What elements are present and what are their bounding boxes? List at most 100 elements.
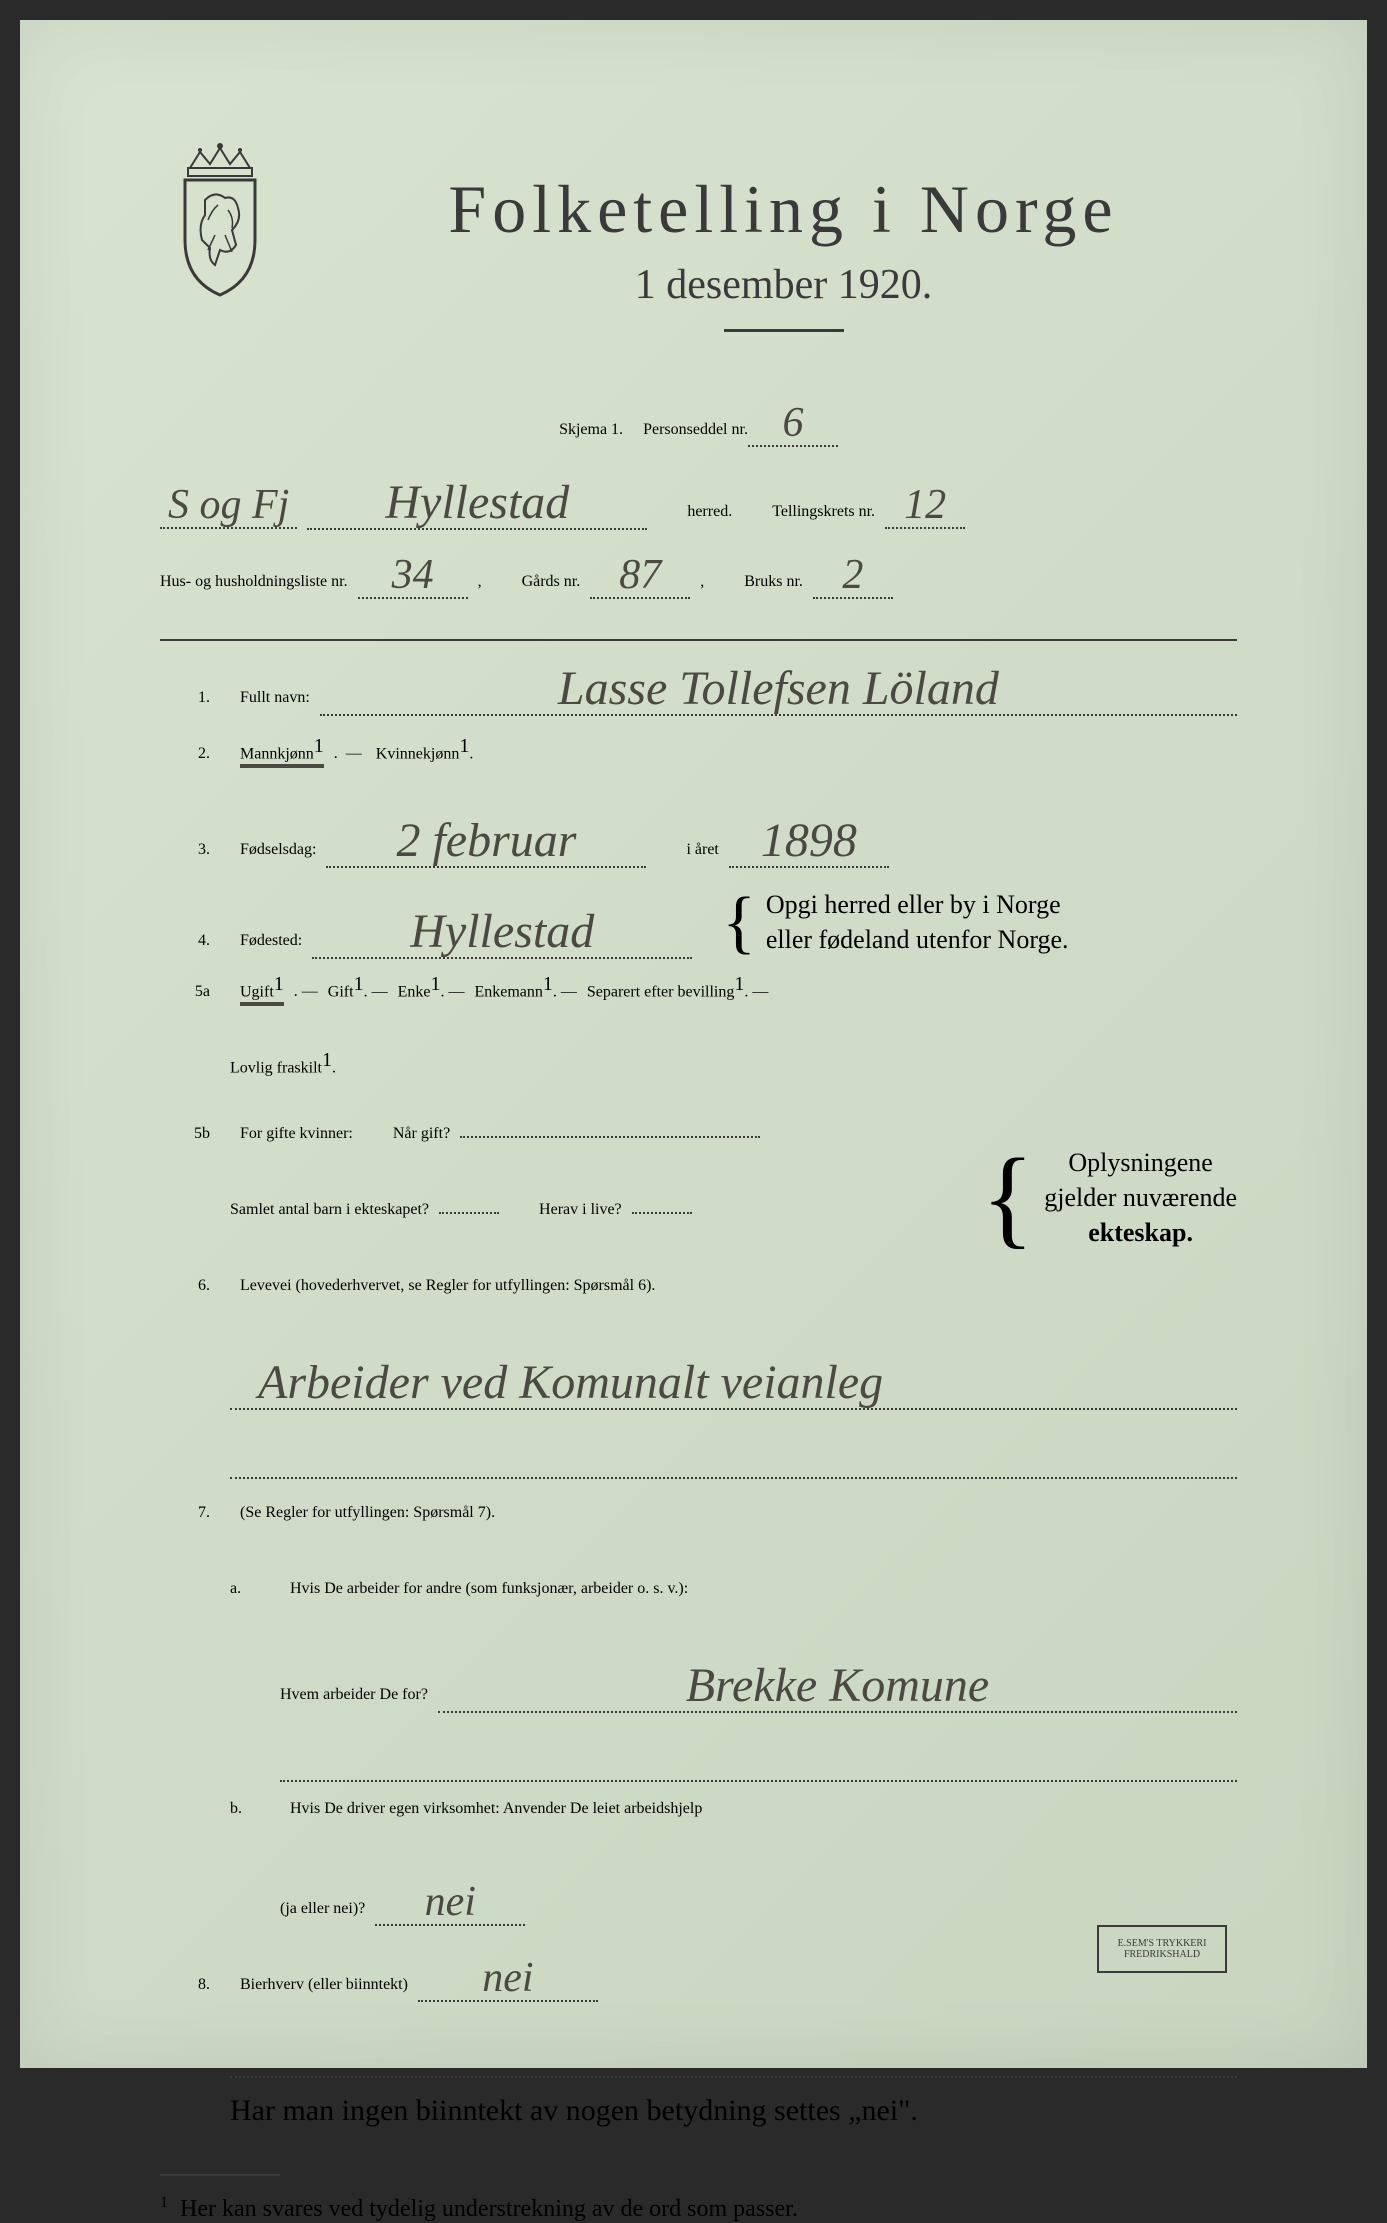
q7b-row2: (ja eller nei)? nei	[160, 1876, 1237, 1938]
gards-label: Gårds nr.	[522, 573, 581, 591]
q3-num: 3.	[160, 841, 230, 859]
husliste-label: Hus- og husholdningsliste nr.	[160, 573, 348, 591]
q7a-blank-line	[160, 1732, 1237, 1782]
q5b-barn-label: Samlet antal barn i ekteskapet?	[230, 1201, 429, 1219]
printer-stamp: E.SEM'S TRYKKERI FREDRIKSHALD	[1097, 1925, 1227, 1973]
crest-svg	[160, 140, 280, 300]
q7a-label: Hvis De arbeider for andre (som funksjon…	[290, 1580, 688, 1598]
q5b-row1: 5b For gifte kvinner: Når gift? { Oplysn…	[160, 1125, 1237, 1187]
brace-icon: {	[722, 905, 756, 940]
stamp-line1: E.SEM'S TRYKKERI	[1099, 1938, 1225, 1949]
q4-value: Hyllestad	[410, 905, 594, 958]
meta-row-1: Skjema 1. Personseddel nr. 6	[160, 397, 1237, 459]
q3-daymonth: 2 februar	[396, 814, 576, 867]
q6-field: Arbeider ved Komunalt veianleg	[230, 1353, 1237, 1410]
q3-label: Fødselsdag:	[240, 841, 316, 859]
q5a-num: 5a	[160, 983, 230, 1001]
q4-row: 4. Fødested: Hyllestad { Opgi herred ell…	[160, 887, 1237, 959]
q7b-row1: b. Hvis De driver egen virksomhet: Anven…	[160, 1800, 1237, 1862]
q5a-separert: Separert efter bevilling1. —	[587, 973, 769, 1001]
personseddel-label: Personseddel nr.	[643, 421, 748, 439]
q4-note: { Opgi herred eller by i Norge eller fød…	[722, 887, 1068, 957]
personseddel-nr: 6	[782, 400, 803, 446]
q6-value: Arbeider ved Komunalt veianleg	[238, 1355, 1229, 1410]
q7b-field: nei	[375, 1876, 525, 1926]
q5a-fraskilt: Lovlig fraskilt1.	[230, 1049, 336, 1077]
header: Folketelling i Norge 1 desember 1920.	[160, 140, 1237, 367]
q7a-q: Hvem arbeider De for?	[280, 1686, 428, 1704]
title-block: Folketelling i Norge 1 desember 1920.	[330, 140, 1237, 367]
q7-row: 7. (Se Regler for utfyllingen: Spørsmål …	[160, 1504, 1237, 1566]
q6-value-row: Arbeider ved Komunalt veianleg	[160, 1353, 1237, 1415]
q7a-field: Brekke Komune	[438, 1656, 1237, 1713]
q5a-gift: Gift1. —	[328, 973, 388, 1001]
q8-row: 8. Bierhverv (eller biinntekt) nei	[160, 1952, 1237, 2014]
q5b-note-text: Oplysningene gjelder nuværende ekteskap.	[1044, 1145, 1237, 1250]
skjema-label: Skjema 1.	[559, 421, 623, 439]
tail-note: Har man ingen biinntekt av nogen betydni…	[230, 2094, 918, 2128]
q5b-label: For gifte kvinner:	[240, 1125, 353, 1143]
personseddel-nr-field: 6	[748, 397, 838, 447]
q7a-row2: Hvem arbeider De for? Brekke Komune	[160, 1656, 1237, 1718]
q6-label: Levevei (hovederhvervet, se Regler for u…	[240, 1277, 655, 1295]
q5a-row: 5a Ugift1 . — Gift1. — Enke1. — Enkemann…	[160, 973, 1237, 1035]
q4-label: Fødested:	[240, 932, 302, 950]
q8-label: Bierhverv (eller biinntekt)	[240, 1976, 408, 1994]
q7-label: (Se Regler for utfyllingen: Spørsmål 7).	[240, 1504, 495, 1522]
title-divider	[724, 329, 844, 332]
q7b-value: nei	[425, 1879, 476, 1925]
husliste-field: 34	[358, 549, 468, 599]
q7a-row1: a. Hvis De arbeider for andre (som funks…	[160, 1580, 1237, 1642]
q3-daymonth-field: 2 februar	[326, 811, 646, 868]
q7-num: 7.	[160, 1504, 230, 1522]
census-page: Folketelling i Norge 1 desember 1920. Sk…	[20, 20, 1367, 2068]
q7b-label: Hvis De driver egen virksomhet: Anvender…	[290, 1800, 702, 1818]
tellingskrets-label: Tellingskrets nr.	[772, 503, 875, 521]
bruks-nr: 2	[842, 552, 863, 598]
q1-value: Lasse Tollefsen Löland	[558, 662, 999, 715]
footnote-text: Her kan svares ved tydelig understreknin…	[180, 2196, 798, 2222]
q4-field: Hyllestad	[312, 902, 692, 959]
tellingskrets-nr: 12	[904, 482, 946, 528]
q6-num: 6.	[160, 1277, 230, 1295]
q3-year-label: i året	[686, 841, 718, 859]
amt-value: S og Fj	[168, 482, 289, 528]
footnote-row: 1 Her kan svares ved tydelig understrekn…	[160, 2194, 1237, 2223]
subtitle: 1 desember 1920.	[330, 261, 1237, 309]
q4-num: 4.	[160, 932, 230, 950]
q2-mann: Mannkjønn1	[240, 735, 324, 768]
q5b-herav-label: Herav i live?	[539, 1201, 622, 1219]
q5b-herav-field	[632, 1212, 692, 1214]
q3-year: 1898	[761, 814, 857, 867]
stamp-line2: FREDRIKSHALD	[1099, 1949, 1225, 1960]
q5b-nargift: Når gift?	[393, 1125, 450, 1143]
coat-of-arms-icon	[160, 140, 280, 300]
amt-field: S og Fj	[160, 479, 297, 529]
q5b-note: { Oplysningene gjelder nuværende ekteska…	[981, 1145, 1237, 1250]
footnote-marker: 1	[160, 2194, 168, 2211]
q2-row: 2. Mannkjønn1 . — Kvinnekjønn1.	[160, 735, 1237, 797]
herred-value: Hyllestad	[385, 476, 569, 529]
q2-num: 2.	[160, 745, 230, 763]
rule-1	[160, 639, 1237, 641]
meta-row-3: Hus- og husholdningsliste nr. 34 , Gårds…	[160, 549, 1237, 611]
q5b-nargift-field	[460, 1136, 760, 1138]
gards-field: 87	[590, 549, 690, 599]
q1-row: 1. Fullt navn: Lasse Tollefsen Löland	[160, 659, 1237, 721]
brace-icon-2: {	[981, 1170, 1034, 1225]
main-title: Folketelling i Norge	[330, 170, 1237, 249]
q1-label: Fullt navn:	[240, 689, 310, 707]
q5b-barn-field	[439, 1212, 499, 1214]
q1-num: 1.	[160, 689, 230, 707]
husliste-nr: 34	[392, 552, 434, 598]
bruks-label: Bruks nr.	[744, 573, 803, 591]
q3-year-field: 1898	[729, 811, 889, 868]
q7a-letter: a.	[230, 1580, 280, 1598]
q6-row: 6. Levevei (hovederhvervet, se Regler fo…	[160, 1277, 1237, 1339]
q5a-enkemann: Enkemann1. —	[474, 973, 576, 1001]
tellingskrets-field: 12	[885, 479, 965, 529]
q7a-value: Brekke Komune	[686, 1659, 989, 1712]
gards-nr: 87	[619, 552, 661, 598]
q7b-q: (ja eller nei)?	[280, 1900, 365, 1918]
q6-blank-line	[160, 1429, 1237, 1479]
